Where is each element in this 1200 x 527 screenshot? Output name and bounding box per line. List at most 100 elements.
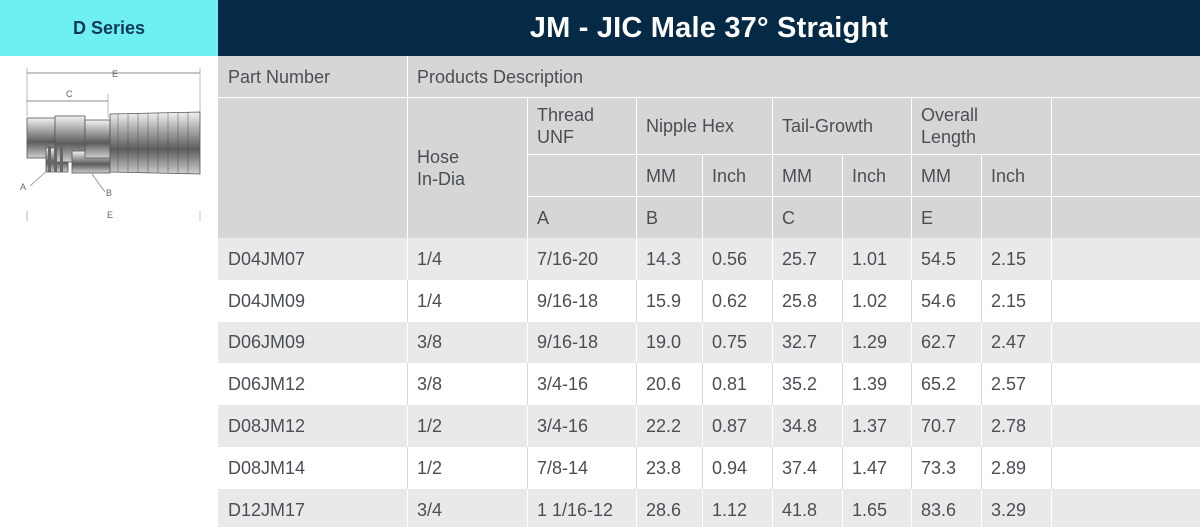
cell-tail-mm: 34.8 [782, 416, 818, 437]
header-dim-e: E [921, 207, 934, 228]
cell-part-number: D04JM07 [228, 248, 306, 269]
header-hose-line1: Hose [417, 147, 460, 167]
cell-nipple-mm: 20.6 [646, 374, 682, 395]
cell-part-number: D06JM12 [228, 374, 306, 395]
table-row [218, 405, 1200, 447]
header-thread-line2: UNF [537, 127, 574, 147]
cell-tail-mm: 25.7 [782, 248, 818, 269]
cell-tail-mm: 41.8 [782, 499, 818, 520]
cell-hose-in-dia: 3/4 [417, 499, 443, 520]
cell-nipple-inch: 0.81 [712, 374, 748, 395]
cell-tail-inch: 1.02 [852, 290, 888, 311]
cell-thread: 7/8-14 [537, 457, 589, 478]
header-tail-inch: Inch [852, 165, 887, 186]
cell-tail-inch: 1.39 [852, 374, 888, 395]
cell-hose-in-dia: 1/2 [417, 416, 443, 437]
cell-part-number: D06JM09 [228, 332, 306, 353]
cell-tail-mm: 35.2 [782, 374, 818, 395]
cell-overall-inch: 2.15 [991, 290, 1027, 311]
cell-hose-in-dia: 1/4 [417, 248, 443, 269]
cell-thread: 1 1/16-12 [537, 499, 614, 520]
header-part-number: Part Number [228, 66, 331, 87]
table-row [218, 447, 1200, 489]
cell-overall-mm: 83.6 [921, 499, 957, 520]
cell-overall-inch: 2.78 [991, 416, 1027, 437]
series-label: D Series [72, 17, 146, 38]
cell-tail-mm: 25.8 [782, 290, 818, 311]
cell-hose-in-dia: 3/8 [417, 374, 443, 395]
header-dim-b: B [646, 207, 659, 228]
header-nipple-mm: MM [646, 165, 676, 186]
cell-overall-mm: 65.2 [921, 374, 957, 395]
header-dim-c: C [782, 207, 795, 228]
table-row [218, 488, 1200, 527]
table-row [218, 321, 1200, 364]
cell-part-number: D04JM09 [228, 290, 306, 311]
cell-part-number: D08JM14 [228, 457, 306, 478]
cell-tail-mm: 32.7 [782, 332, 818, 353]
cell-hose-in-dia: 1/4 [417, 290, 443, 311]
dim-label-b: B [106, 188, 112, 198]
cell-nipple-mm: 22.2 [646, 416, 682, 437]
dim-label-c: C [66, 89, 73, 99]
cell-hose-in-dia: 1/2 [417, 457, 443, 478]
cell-overall-mm: 70.7 [921, 416, 957, 437]
cell-overall-inch: 2.57 [991, 374, 1027, 395]
header-tail-growth: Tail-Growth [782, 116, 874, 136]
fitting-drawing: E C A B E [0, 56, 218, 236]
cell-tail-inch: 1.47 [852, 457, 888, 478]
cell-overall-inch: 3.29 [991, 499, 1027, 520]
cell-tail-inch: 1.37 [852, 416, 888, 437]
cell-nipple-inch: 0.75 [712, 332, 748, 353]
cell-tail-inch: 1.29 [852, 332, 888, 353]
header-thread-unf: Thread UNF [527, 98, 636, 154]
series-tab[interactable]: D Series [0, 0, 218, 56]
header-overall-mm: MM [921, 165, 951, 186]
cell-overall-mm: 54.5 [921, 248, 957, 269]
header-hose-line2: In-Dia [417, 169, 466, 189]
header-tail-mm: MM [782, 165, 812, 186]
cell-tail-inch: 1.65 [852, 499, 888, 520]
cell-nipple-inch: 0.62 [712, 290, 748, 311]
dim-label-e-top: E [112, 69, 118, 79]
cell-overall-inch: 2.47 [991, 332, 1027, 353]
page-title-bar: JM - JIC Male 37° Straight [218, 0, 1200, 56]
spec-table: Part Number Products Description Hose In… [218, 56, 1200, 527]
header-nipple-hex: Nipple Hex [646, 116, 735, 136]
cell-overall-mm: 73.3 [921, 457, 957, 478]
cell-part-number: D08JM12 [228, 416, 306, 437]
cell-thread: 7/16-20 [537, 248, 599, 269]
table-row [218, 279, 1200, 322]
cell-hose-in-dia: 3/8 [417, 332, 443, 353]
cell-nipple-inch: 1.12 [712, 499, 748, 520]
cell-tail-inch: 1.01 [852, 248, 888, 269]
header-overall-length: Overall Length [911, 98, 1051, 154]
cell-tail-mm: 37.4 [782, 457, 818, 478]
header-hose-in-dia: Hose In-Dia [407, 98, 527, 238]
header-dim-a: A [537, 207, 550, 228]
cell-part-number: D12JM17 [228, 499, 306, 520]
cell-overall-inch: 2.15 [991, 248, 1027, 269]
header-overall-inch: Inch [991, 165, 1026, 186]
cell-nipple-inch: 0.94 [712, 457, 748, 478]
header-overall-line2: Length [921, 127, 977, 147]
cell-thread: 9/16-18 [537, 290, 599, 311]
header-nipple-inch: Inch [712, 165, 747, 186]
header-overall-line1: Overall [921, 105, 979, 125]
page-title: JM - JIC Male 37° Straight [529, 11, 889, 44]
cell-thread: 9/16-18 [537, 332, 599, 353]
cell-nipple-inch: 0.56 [712, 248, 748, 269]
header-products-description: Products Description [417, 66, 584, 87]
table-row [218, 363, 1200, 406]
cell-thread: 3/4-16 [537, 416, 589, 437]
table-header-bg [218, 56, 1200, 238]
table-row [218, 238, 1200, 280]
cell-overall-mm: 62.7 [921, 332, 957, 353]
dim-label-a: A [20, 182, 26, 192]
cell-nipple-mm: 28.6 [646, 499, 682, 520]
dim-label-e-bottom: E [107, 210, 113, 220]
cell-overall-mm: 54.6 [921, 290, 957, 311]
fitting-illustration: E C A B E [20, 68, 201, 221]
cell-nipple-mm: 23.8 [646, 457, 682, 478]
cell-thread: 3/4-16 [537, 374, 589, 395]
